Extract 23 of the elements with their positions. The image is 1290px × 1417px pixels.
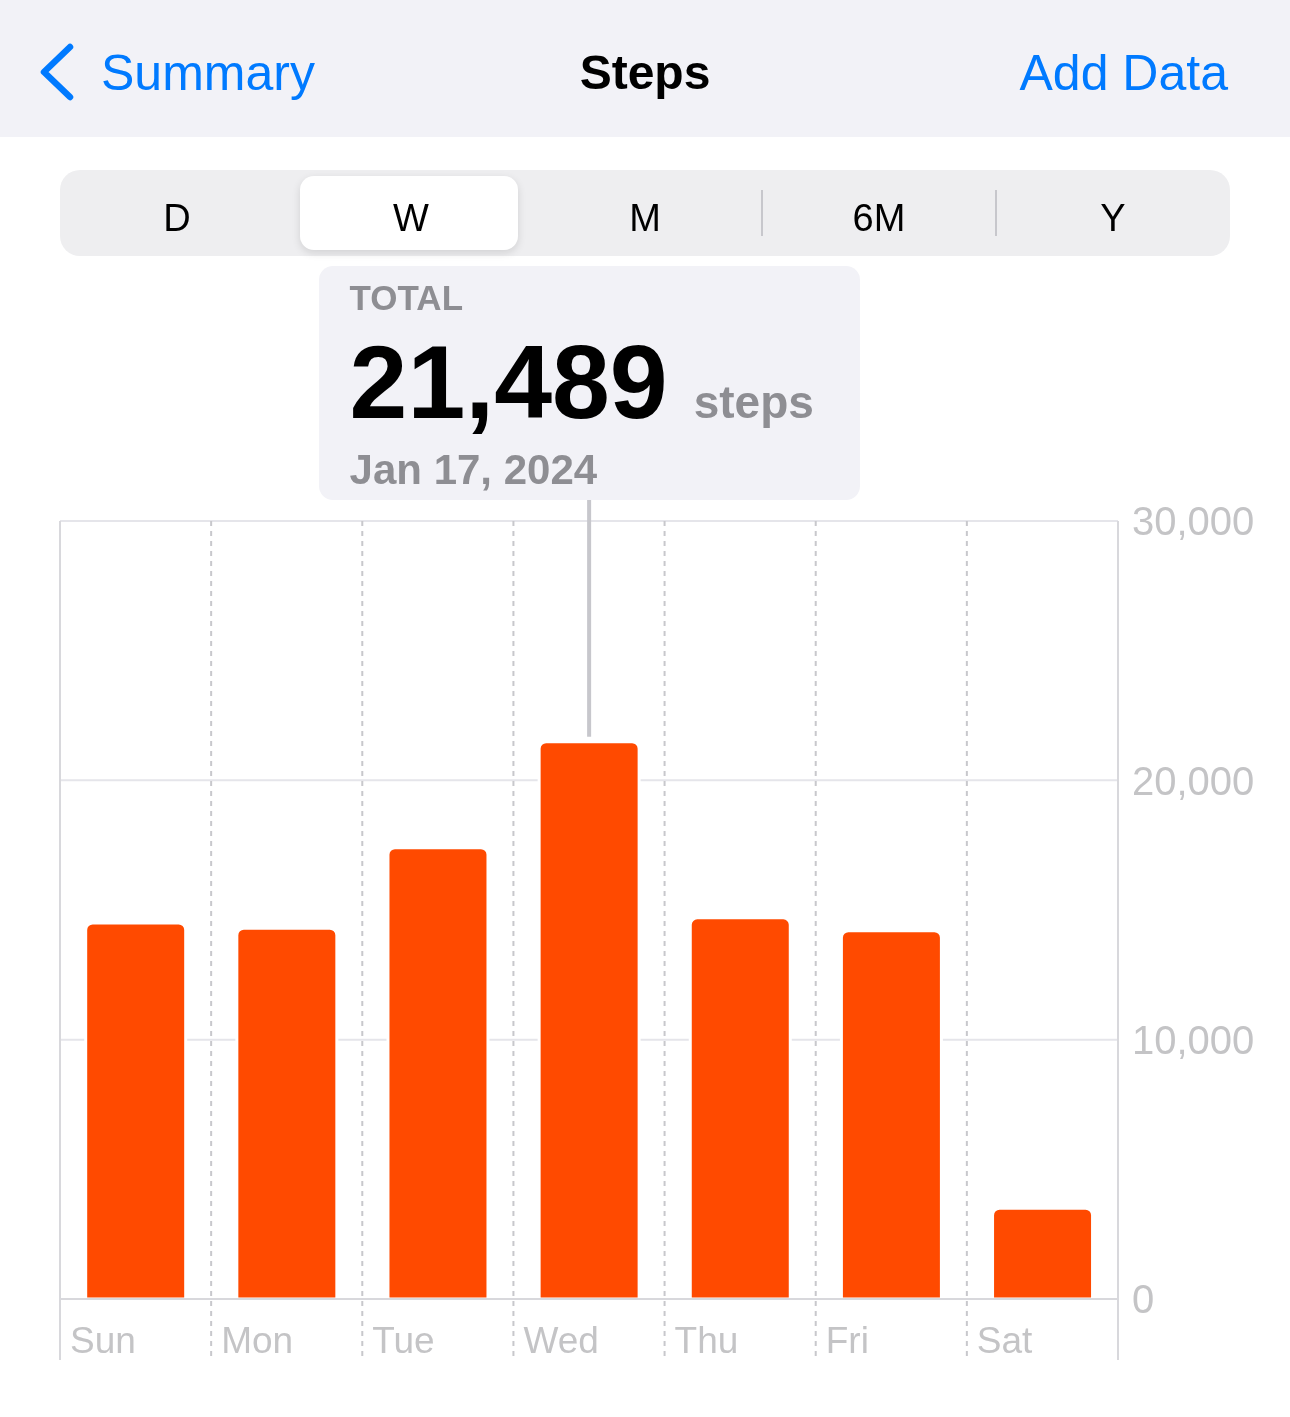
x-tick-label: Thu [674, 1320, 739, 1361]
bar [84, 921, 188, 1299]
y-tick-label: 0 [1132, 1277, 1155, 1322]
nav-bar: Summary Steps Add Data [0, 0, 1290, 137]
x-tick-label: Sun [70, 1320, 136, 1361]
bar [839, 929, 943, 1299]
x-tick-label: Mon [221, 1320, 294, 1361]
callout-box: TOTAL 21,489 steps Jan 17, 2024 [318, 266, 860, 500]
x-tick-label: Wed [523, 1320, 599, 1361]
x-tick-label: Fri [825, 1320, 869, 1361]
y-tick-label: 20,000 [1132, 758, 1255, 803]
x-tick-label: Tue [372, 1320, 435, 1361]
chart-title: Steps [579, 46, 711, 100]
bar [688, 916, 792, 1299]
data-label: 21,489 [349, 323, 668, 440]
bar [386, 846, 490, 1299]
bar [235, 926, 339, 1299]
bar [991, 1206, 1095, 1299]
y-tick-label: 30,000 [1132, 499, 1255, 544]
x-tick-label: Sat [976, 1320, 1034, 1361]
bar [537, 740, 641, 1299]
segmented-control: D W M 6M Y [60, 170, 1230, 256]
y-tick-label: 10,000 [1132, 1017, 1255, 1062]
